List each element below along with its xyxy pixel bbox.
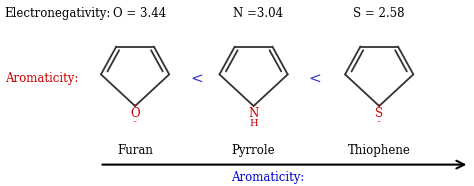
Text: <: < <box>309 73 321 87</box>
Text: ··: ·· <box>376 101 382 109</box>
Text: Thiophene: Thiophene <box>348 144 410 157</box>
Text: O = 3.44: O = 3.44 <box>113 7 166 20</box>
Text: <: < <box>191 73 203 87</box>
Text: ··: ·· <box>251 102 256 110</box>
Text: Furan: Furan <box>117 144 153 157</box>
Text: S: S <box>375 107 383 120</box>
Text: ··: ·· <box>132 118 138 126</box>
Text: ··: ·· <box>376 118 382 126</box>
Text: Aromaticity:: Aromaticity: <box>231 171 304 184</box>
Text: Electronegativity:: Electronegativity: <box>5 7 111 20</box>
Text: H: H <box>249 119 258 128</box>
Text: O: O <box>130 107 140 120</box>
Text: N =3.04: N =3.04 <box>233 7 283 20</box>
Text: N: N <box>248 107 259 120</box>
Text: S = 2.58: S = 2.58 <box>354 7 405 20</box>
Text: ··: ·· <box>132 101 138 109</box>
Text: Pyrrole: Pyrrole <box>232 144 275 157</box>
Text: Aromaticity:: Aromaticity: <box>5 72 78 85</box>
